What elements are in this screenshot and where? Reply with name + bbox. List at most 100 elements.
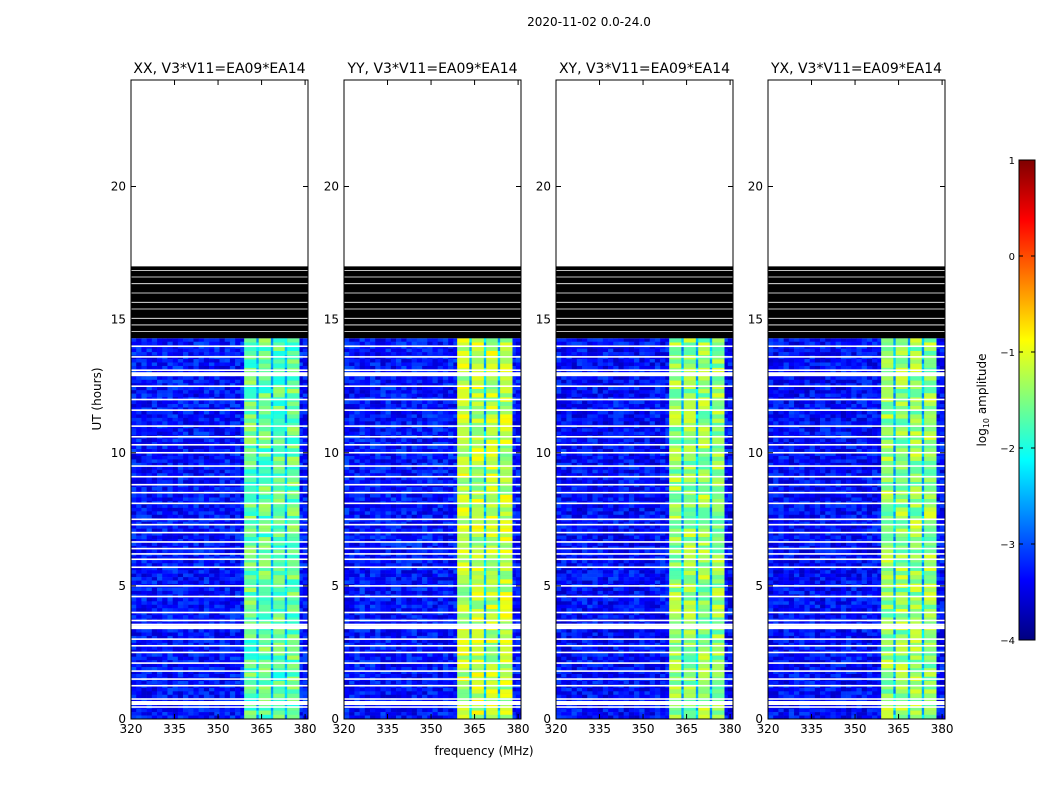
- heatmap-cell: [219, 483, 226, 488]
- heatmap-cell: [297, 386, 304, 391]
- heatmap-cell: [167, 563, 173, 568]
- heatmap-cell: [172, 715, 179, 720]
- heatmap-cell: [141, 632, 147, 637]
- heatmap-cell: [141, 462, 147, 467]
- y-tick-label: 5: [118, 579, 126, 593]
- heatmap-cell: [354, 365, 360, 370]
- heatmap-cell: [203, 338, 210, 343]
- heatmap-cell: [203, 646, 210, 651]
- heatmap-cell: [203, 480, 210, 484]
- heatmap-cell: [209, 452, 215, 457]
- heatmap-cell: [162, 680, 168, 685]
- heatmap-cell: [219, 521, 226, 526]
- band-cell: [270, 346, 274, 352]
- heatmap-cell: [422, 379, 428, 384]
- heatmap-cell: [219, 646, 226, 651]
- heatmap-cell: [162, 691, 168, 696]
- heatmap-cell: [131, 494, 137, 498]
- heatmap-cell: [401, 341, 407, 346]
- heatmap-cell: [162, 590, 168, 595]
- heatmap-cell: [183, 539, 189, 543]
- band-cell: [287, 499, 300, 504]
- band-cell: [287, 384, 300, 390]
- heatmap-cell: [203, 514, 210, 519]
- heatmap-cell: [515, 365, 522, 370]
- heatmap-cell: [131, 670, 137, 675]
- heatmap-cell: [131, 615, 137, 619]
- heatmap-cell: [235, 393, 241, 398]
- heatmap-cell: [146, 528, 153, 533]
- heatmap-cell: [297, 663, 304, 668]
- heatmap-cell: [146, 708, 153, 713]
- band-cell: [287, 503, 300, 508]
- heatmap-cell: [172, 611, 179, 616]
- heatmap-cell: [235, 632, 241, 637]
- heatmap-cell: [302, 504, 309, 509]
- heatmap-cell: [214, 476, 220, 481]
- heatmap-cell: [157, 577, 163, 581]
- heatmap-cell: [177, 580, 184, 585]
- heatmap-cell: [151, 428, 158, 433]
- heatmap-cell: [177, 449, 184, 453]
- heatmap-cell: [302, 698, 309, 702]
- heatmap-cell: [193, 452, 199, 457]
- heatmap-cell: [224, 511, 231, 516]
- heatmap-cell: [167, 601, 173, 606]
- band-cell: [256, 389, 259, 394]
- heatmap-cell: [141, 670, 147, 675]
- heatmap-cell: [131, 341, 137, 346]
- heatmap-cell: [375, 386, 381, 391]
- heatmap-cell: [131, 462, 137, 467]
- heatmap-cell: [240, 660, 246, 664]
- heatmap-cell: [240, 445, 246, 450]
- heatmap-cell: [224, 573, 231, 578]
- band-cell: [244, 431, 257, 436]
- heatmap-cell: [162, 393, 168, 398]
- heatmap-cell: [229, 455, 236, 460]
- heatmap-cell: [188, 428, 194, 433]
- heatmap-cell: [198, 563, 205, 568]
- heatmap-cell: [167, 580, 173, 585]
- heatmap-cell: [203, 549, 210, 554]
- heatmap-cell: [224, 680, 231, 685]
- heatmap-cell: [146, 504, 153, 509]
- heatmap-cell: [209, 715, 215, 720]
- band-cell: [287, 486, 300, 491]
- band-cell: [244, 511, 257, 517]
- heatmap-cell: [198, 573, 205, 578]
- heatmap-cell: [380, 362, 386, 367]
- heatmap-cell: [302, 604, 309, 609]
- heatmap-cell: [219, 431, 226, 436]
- heatmap-cell: [406, 369, 412, 374]
- heatmap-cell: [240, 604, 246, 609]
- heatmap-cell: [214, 642, 220, 647]
- heatmap-cell: [172, 462, 179, 467]
- heatmap-cell: [442, 379, 449, 384]
- heatmap-cell: [193, 577, 199, 581]
- heatmap-cell: [364, 369, 371, 374]
- heatmap-cell: [193, 642, 199, 647]
- heatmap-cell: [359, 341, 366, 346]
- heatmap-cell: [240, 573, 246, 578]
- band-cell: [256, 503, 259, 508]
- heatmap-cell: [141, 383, 147, 388]
- flag-gap: [131, 443, 308, 446]
- band-cell: [273, 350, 285, 356]
- heatmap-cell: [209, 393, 215, 398]
- heatmap-cell: [188, 376, 194, 381]
- heatmap-cell: [198, 410, 205, 415]
- heatmap-cell: [131, 338, 137, 343]
- heatmap-cell: [157, 587, 163, 592]
- heatmap-cell: [224, 452, 231, 457]
- heatmap-cell: [229, 715, 236, 720]
- heatmap-cell: [240, 656, 246, 661]
- heatmap-cell: [354, 348, 360, 353]
- heatmap-cell: [224, 369, 231, 374]
- heatmap-cell: [214, 369, 220, 374]
- heatmap-cell: [172, 511, 179, 516]
- heatmap-cell: [235, 635, 241, 640]
- heatmap-cell: [240, 639, 246, 644]
- heatmap-cell: [432, 352, 439, 356]
- heatmap-cell: [177, 601, 184, 606]
- band-cell: [284, 655, 288, 661]
